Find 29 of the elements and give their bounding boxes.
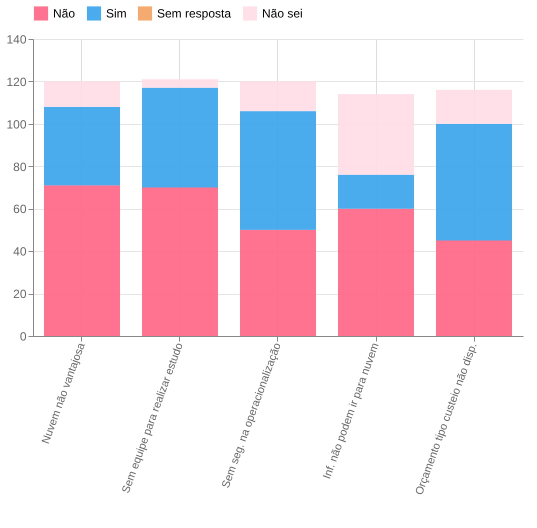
x-tick-label: Inf. não podem ir para nuvem: [321, 341, 382, 481]
bar: [142, 188, 218, 336]
bar: [142, 88, 218, 188]
bar: [436, 124, 512, 241]
legend-label: Não: [53, 6, 76, 20]
bar: [240, 111, 316, 230]
bar: [436, 240, 512, 336]
bar: [338, 208, 414, 336]
y-tick-label: 0: [20, 330, 27, 344]
bar: [142, 79, 218, 88]
bar: [44, 81, 120, 107]
y-tick-label: 40: [13, 244, 27, 259]
bar: [240, 81, 316, 112]
legend-label: Sim: [106, 6, 127, 20]
bar: [338, 174, 414, 209]
legend-label: Sem resposta: [157, 6, 232, 20]
x-tick-label: Sem equipe para realizar estudo: [120, 341, 186, 495]
bar: [44, 185, 120, 336]
bar: [436, 90, 512, 124]
y-tick-label: 80: [13, 160, 27, 174]
legend-label: Não sei: [262, 6, 303, 20]
y-tick-label: 120: [6, 74, 27, 89]
bar: [240, 230, 316, 336]
y-tick-label: 60: [13, 202, 27, 216]
y-tick-label: 20: [13, 287, 27, 302]
bar: [44, 106, 120, 186]
y-tick-label: 140: [6, 32, 27, 46]
bar: [338, 94, 414, 175]
y-tick-label: 100: [6, 117, 27, 132]
